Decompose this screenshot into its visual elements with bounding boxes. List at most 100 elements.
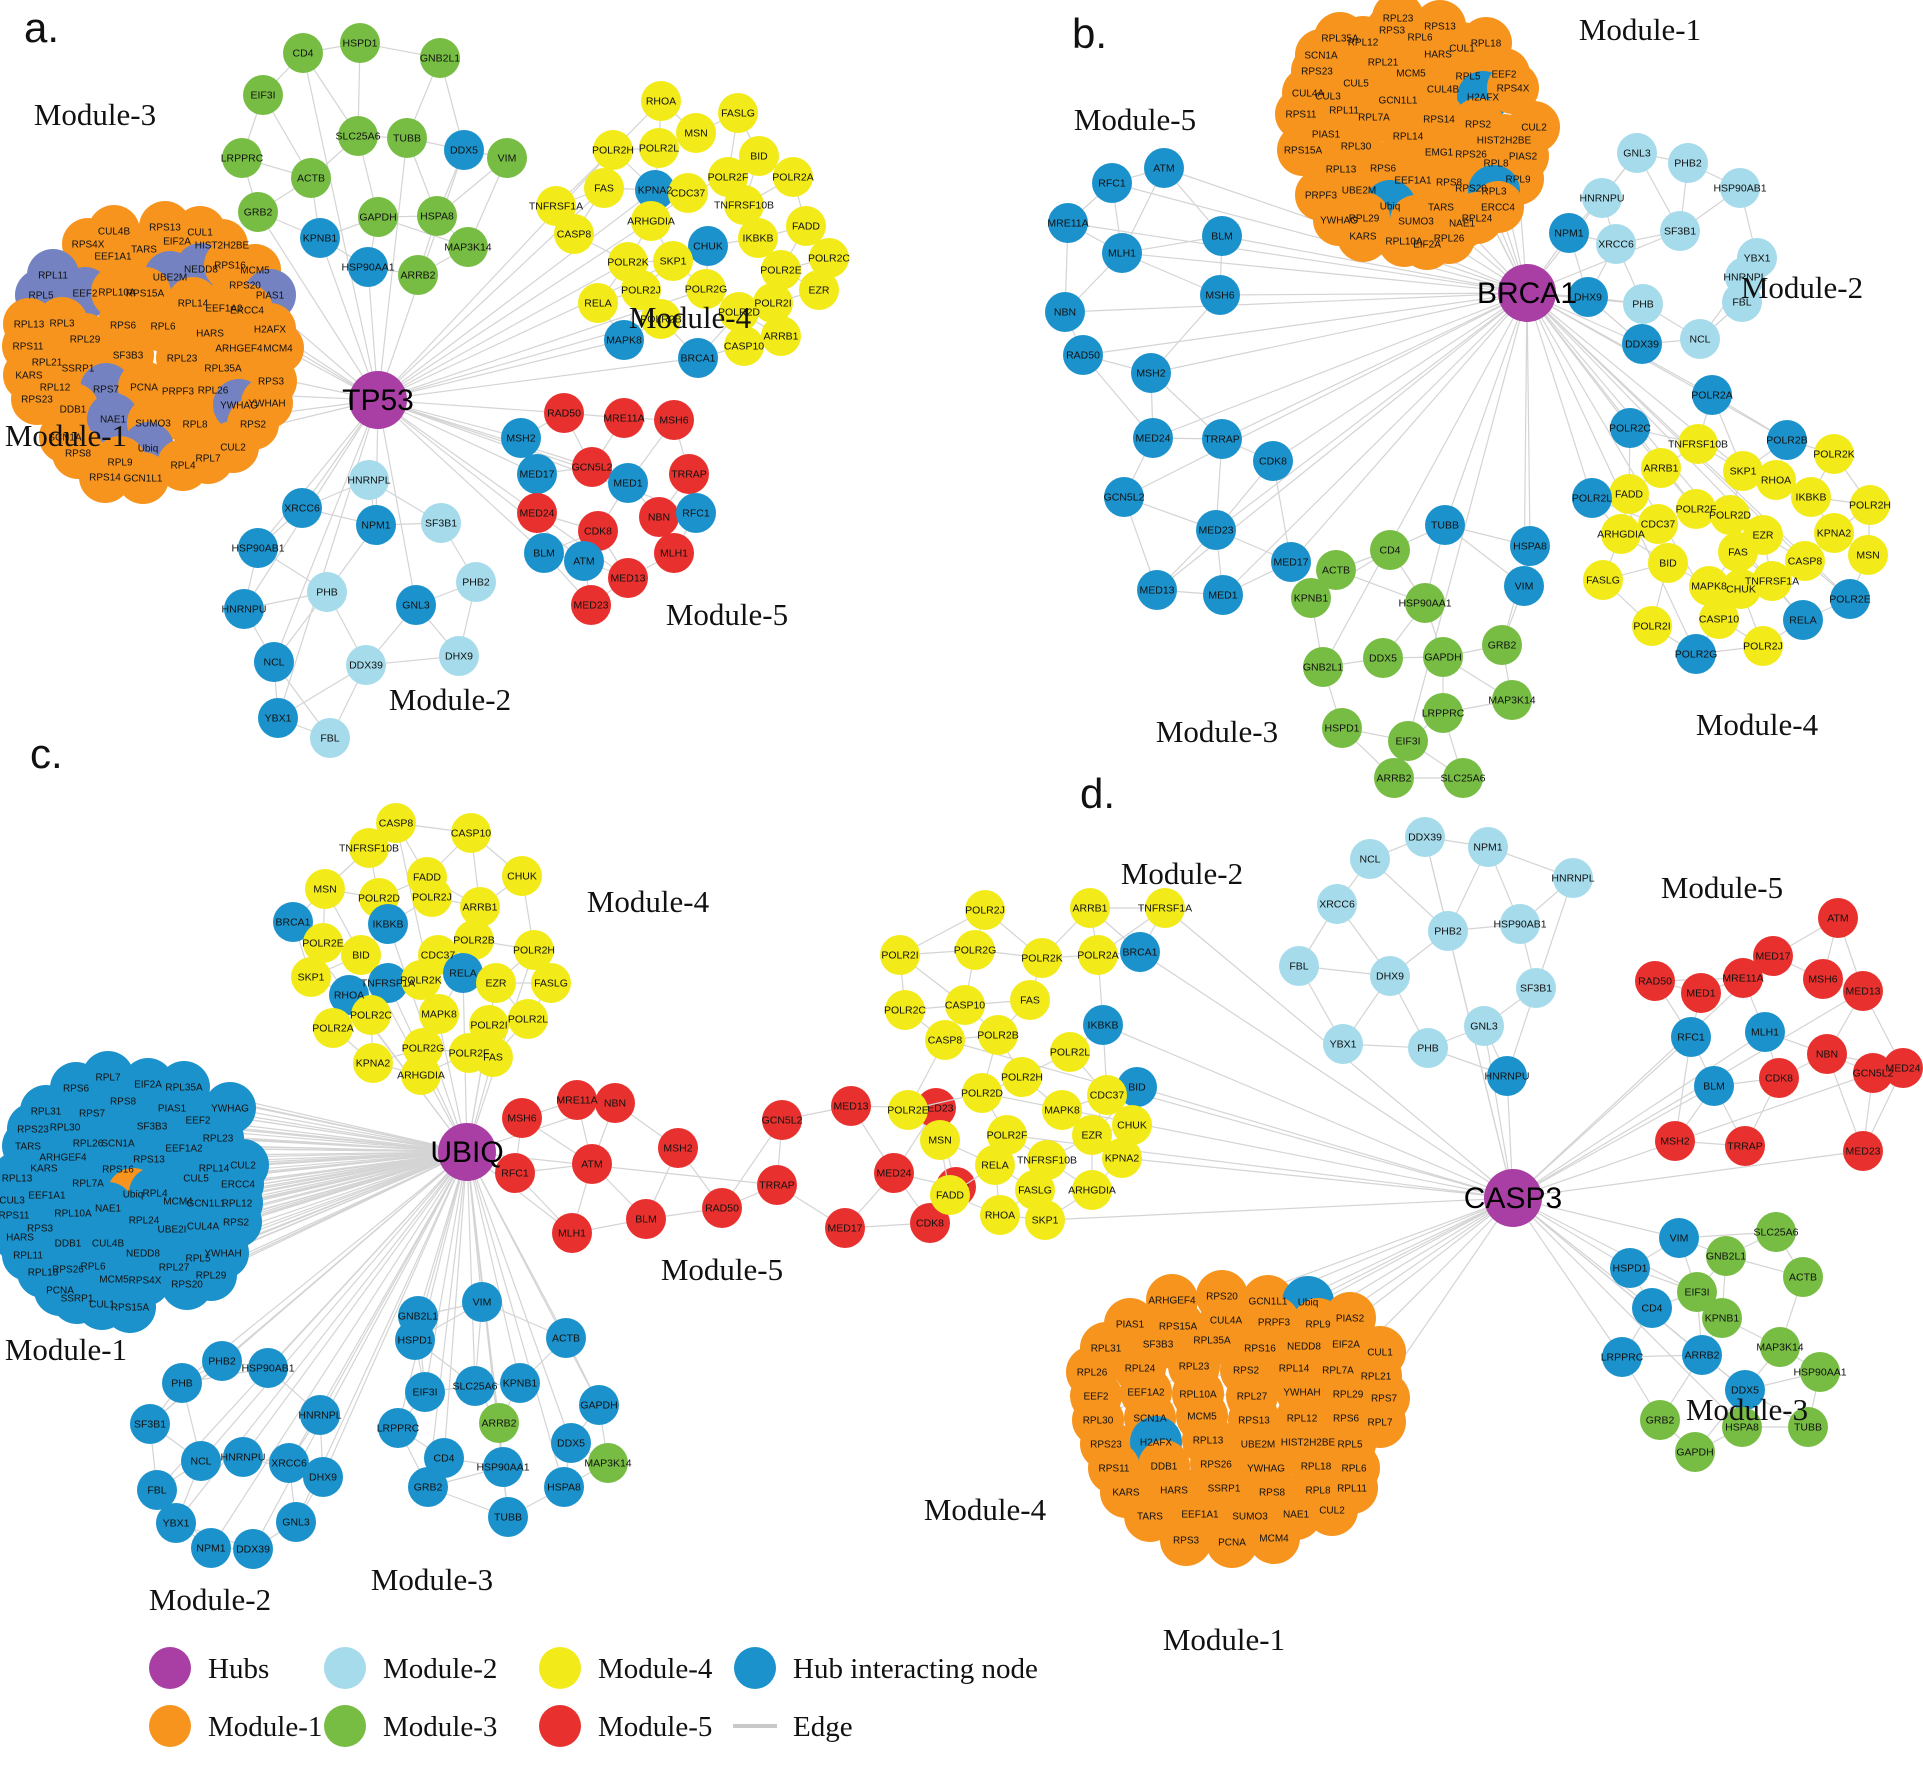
gene-label: PRPF3 (162, 387, 195, 398)
gene-label: EEF2 (1491, 70, 1516, 81)
gene-label: RPL29 (1349, 214, 1380, 225)
gene-label: PRPF3 (1305, 191, 1338, 202)
gene-label: MSN (928, 1135, 951, 1147)
edge (377, 399, 538, 475)
gene-node-trrap (1202, 419, 1242, 459)
gene-label: RPS26 (1200, 1460, 1232, 1471)
gene-label: MCM5 (1187, 1412, 1217, 1423)
gene-label: YBX1 (1744, 253, 1771, 265)
gene-label: POLR2H (1849, 500, 1891, 512)
gene-label: POLR2K (607, 257, 648, 269)
gene-node-hspa8 (544, 1467, 584, 1507)
gene-node-fadd (930, 1175, 970, 1215)
gene-node-polr2f (1676, 489, 1716, 529)
gene-label: RPL18 (28, 1268, 59, 1279)
gene-label: RPS3 (1379, 26, 1406, 37)
gene-node-grb2 (238, 192, 278, 232)
gene-label: RPL31 (1091, 1344, 1122, 1355)
gene-node-rps4x (62, 218, 114, 270)
gene-label: CUL2 (1319, 1506, 1345, 1517)
gene-node-chuk (502, 856, 542, 896)
gene-label: IKBKB (1796, 492, 1827, 504)
gene-label: EEF1A2 (205, 304, 243, 315)
gene-label: SSRP1 (61, 1294, 94, 1305)
gene-node-rhoa (641, 81, 681, 121)
gene-node-xrcc6 (1317, 884, 1357, 924)
gene-label: RPL26 (1077, 1368, 1108, 1379)
edge (944, 1039, 1514, 1199)
gene-label: EIF2A (1413, 240, 1441, 251)
nodes-layer (1045, 0, 1890, 798)
gene-node-kpna2 (1814, 513, 1854, 553)
gene-node-mcm4 (1248, 1512, 1300, 1564)
gene-label: MED17 (827, 1223, 862, 1235)
gene-node-polr2b (641, 299, 681, 339)
gene-node-msn (920, 1120, 960, 1160)
gene-label: ARRB2 (400, 270, 435, 282)
gene-node-npm1 (356, 505, 396, 545)
gene-node-casp10 (1699, 599, 1739, 639)
gene-node-gcn1l1 (117, 452, 169, 504)
gene-label: CUL1 (187, 228, 213, 239)
gene-label: CASP8 (557, 229, 592, 241)
gene-node-tubb (1788, 1407, 1828, 1447)
gene-node-rps14 (79, 451, 131, 503)
gene-node-ddx39 (233, 1529, 273, 1569)
gene-label: POLR2F (449, 1048, 490, 1060)
gene-label: RPS2 (223, 1218, 250, 1229)
gene-label: RPL14 (1279, 1364, 1310, 1375)
gene-label: RAD50 (1638, 976, 1672, 988)
edge (229, 1107, 468, 1153)
gene-label: DDB1 (55, 1239, 82, 1250)
gene-label: ACTB (297, 173, 325, 185)
gene-node-eif3i (1388, 721, 1428, 761)
gene-label: RPL8 (1305, 1486, 1330, 1497)
gene-node-ezr (799, 270, 839, 310)
module-label-module-3: Module-3 (371, 1562, 493, 1597)
gene-node-grb2 (1640, 1400, 1680, 1440)
gene-label: GCN1L1 (1249, 1297, 1288, 1308)
gene-label: VIM (1670, 1233, 1689, 1245)
gene-label: POLR2C (1609, 423, 1651, 435)
gene-label: RPL5 (185, 1254, 210, 1265)
gene-label: RPS20 (1455, 184, 1487, 195)
gene-label: RELA (449, 968, 476, 980)
gene-label: CUL4B (98, 227, 131, 238)
gene-label: MED13 (1845, 986, 1880, 998)
gene-label: RPL26 (73, 1139, 104, 1150)
gene-label: FADD (1615, 489, 1643, 501)
gene-label: ARRB2 (481, 1418, 516, 1430)
gene-label: MRE11A (1722, 973, 1763, 985)
gene-label: RPL35A (165, 1083, 203, 1094)
gene-label: NCL (190, 1456, 211, 1468)
gene-label: HNRNPL (347, 475, 390, 487)
gene-label: POLR2J (1743, 641, 1783, 653)
gene-label: RPS20 (171, 1280, 203, 1291)
gene-node-rps3 (1160, 1514, 1212, 1566)
edge (156, 1151, 468, 1491)
gene-label: CDC37 (1641, 519, 1676, 531)
gene-label: HARS (196, 329, 224, 340)
gene-label: RPL12 (222, 1199, 253, 1210)
gene-node-gnl3 (1464, 1006, 1504, 1046)
gene-label: HNRNPL (1551, 873, 1594, 885)
gene-node-gnb2l1 (420, 38, 460, 78)
gene-label: SF3B1 (1664, 226, 1696, 238)
gene-node-dhx9 (1370, 956, 1410, 996)
gene-node-hsp90aa1 (348, 247, 388, 287)
gene-label: FBL (320, 733, 339, 745)
gene-node-phb (307, 572, 347, 612)
gene-label: HNRNPU (222, 604, 267, 616)
gene-label: TNFRSF1A (529, 201, 583, 213)
gene-label: MED13 (610, 573, 645, 585)
gene-label: CHUK (693, 241, 723, 253)
gene-node-cul2 (207, 421, 259, 473)
legend-label-hub-interacting-node: Hub interacting node (793, 1653, 1038, 1685)
gene-node-tnfrsf1a (1752, 561, 1792, 601)
gene-node-med24 (1133, 418, 1173, 458)
gene-node-msh6 (1803, 959, 1843, 999)
gene-label: POLR2L (1050, 1047, 1090, 1059)
gene-node-ybx1 (156, 1503, 196, 1543)
gene-node-atm (1818, 898, 1858, 938)
edge (1512, 1197, 1653, 1309)
